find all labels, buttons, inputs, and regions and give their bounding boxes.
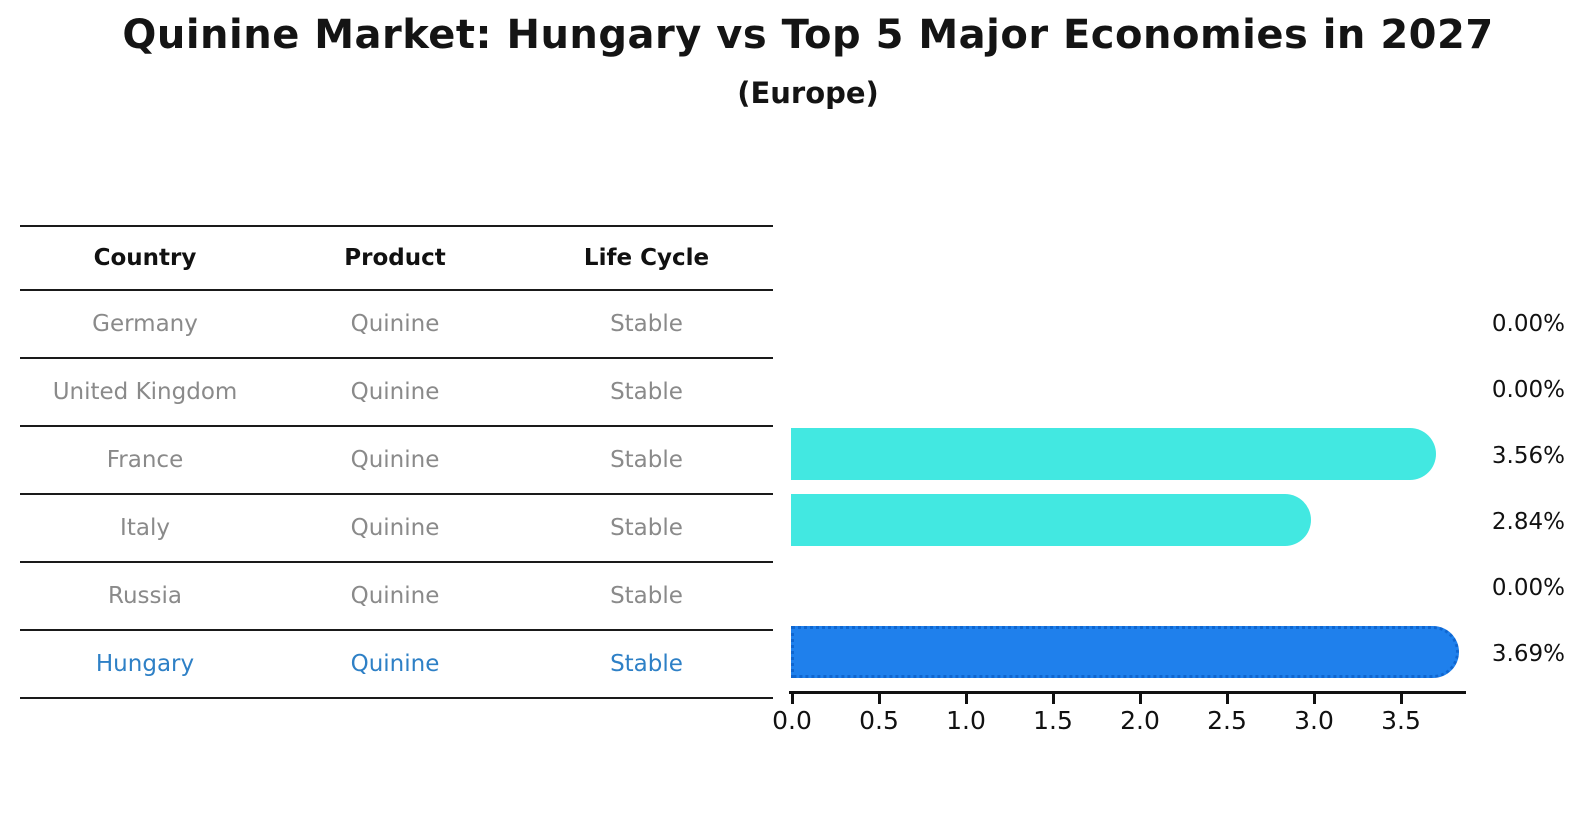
cell-life-cycle: Stable: [610, 447, 683, 473]
cell-country: United Kingdom: [52, 379, 238, 405]
x-tick-label: 0.5: [859, 706, 899, 735]
cell-life-cycle: Stable: [610, 311, 683, 337]
x-tick-mark: [1138, 694, 1142, 704]
column-header-country: Country: [93, 245, 197, 271]
column-header-product: Product: [344, 245, 446, 271]
cell-country: Russia: [108, 583, 182, 609]
bar-value-label: 3.56%: [1491, 443, 1565, 469]
x-axis-line: [789, 691, 1466, 694]
column-header-life-cycle: Life Cycle: [583, 245, 710, 271]
x-tick-label: 0.0: [772, 706, 812, 735]
country-table: Country Product Life Cycle Germany Quini…: [20, 225, 773, 699]
cell-product: Quinine: [350, 583, 440, 609]
cell-product: Quinine: [350, 379, 440, 405]
cell-product: Quinine: [350, 447, 440, 473]
bar-value-label: 0.00%: [1491, 311, 1565, 337]
x-tick-mark: [1399, 694, 1403, 704]
cell-country: Italy: [120, 515, 170, 541]
x-tick-label: 2.0: [1120, 706, 1160, 735]
bar-france: [791, 428, 1437, 480]
bar-italy: [791, 494, 1312, 546]
x-tick-label: 1.5: [1033, 706, 1073, 735]
x-tick-label: 3.5: [1381, 706, 1421, 735]
cell-product: Quinine: [350, 311, 440, 337]
table-row: United Kingdom Quinine Stable: [20, 357, 773, 425]
table-header-row: Country Product Life Cycle: [20, 225, 773, 289]
x-tick-mark: [877, 694, 881, 704]
chart-title: Quinine Market: Hungary vs Top 5 Major E…: [122, 12, 1494, 58]
chart-subtitle: (Europe): [737, 76, 879, 110]
x-tick-label: 2.5: [1207, 706, 1247, 735]
bar-value-label: 3.69%: [1491, 641, 1565, 667]
bar-value-label: 0.00%: [1491, 575, 1565, 601]
table-row: Russia Quinine Stable: [20, 561, 773, 629]
cell-product: Quinine: [350, 651, 440, 677]
cell-country: Hungary: [95, 651, 195, 677]
x-tick-mark: [1051, 694, 1055, 704]
x-tick-mark: [964, 694, 968, 704]
bar-value-label: 2.84%: [1491, 509, 1565, 535]
x-tick-label: 1.0: [946, 706, 986, 735]
table-row: France Quinine Stable: [20, 425, 773, 493]
cell-life-cycle: Stable: [610, 515, 683, 541]
table-row: Hungary Quinine Stable: [20, 629, 773, 697]
table-row: Italy Quinine Stable: [20, 493, 773, 561]
x-tick-label: 3.0: [1294, 706, 1334, 735]
bar-value-label: 0.00%: [1491, 377, 1565, 403]
cell-life-cycle: Stable: [610, 379, 683, 405]
x-tick-mark: [1225, 694, 1229, 704]
cell-country: Germany: [92, 311, 198, 337]
table-row: Germany Quinine Stable: [20, 289, 773, 357]
bar-hungary: [791, 626, 1460, 678]
cell-life-cycle: Stable: [610, 651, 683, 677]
x-tick-mark: [1312, 694, 1316, 704]
x-tick-mark: [790, 694, 794, 704]
cell-life-cycle: Stable: [610, 583, 683, 609]
cell-product: Quinine: [350, 515, 440, 541]
cell-country: France: [106, 447, 184, 473]
